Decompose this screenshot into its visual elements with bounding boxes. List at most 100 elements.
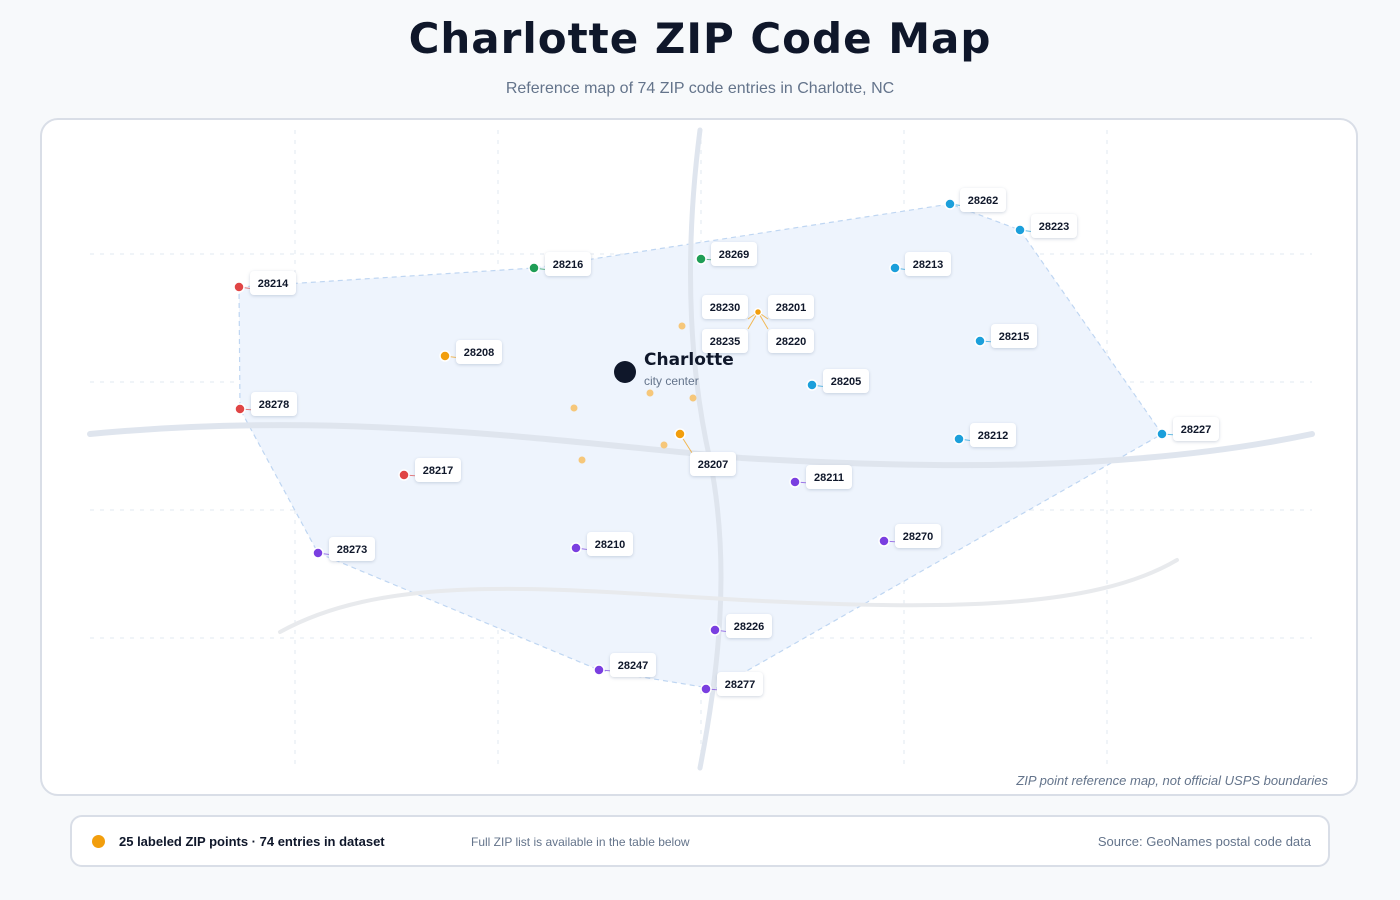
zip-label-box (1173, 417, 1219, 441)
zip-label-28277[interactable]: 28277 (717, 672, 763, 696)
zip-point-marker[interactable] (1014, 224, 1026, 236)
zip-label-28269[interactable]: 28269 (711, 242, 757, 266)
zip-label-28223[interactable]: 28223 (1031, 214, 1077, 238)
zip-label-box (545, 252, 591, 276)
zip-point-marker[interactable] (233, 281, 245, 293)
zip-label-text: 28262 (968, 195, 999, 207)
city-center-dot[interactable] (614, 361, 636, 383)
zip-point-marker[interactable] (753, 307, 763, 317)
city-center-marker[interactable]: Charlotte city center (614, 350, 734, 388)
zip-point-marker[interactable] (889, 262, 901, 274)
zip-label-text: 28216 (553, 259, 584, 271)
zip-point-marker[interactable] (695, 253, 707, 265)
road-south-loop (278, 558, 1179, 634)
zip-label-text: 28217 (423, 465, 454, 477)
zip-label-box (587, 532, 633, 556)
zip-point-marker[interactable] (593, 664, 605, 676)
zip-label-28201[interactable]: 28201 (768, 295, 814, 319)
zip-label-box (895, 524, 941, 548)
zip-label-text: 28212 (978, 430, 1009, 442)
legend-summary: 25 labeled ZIP points · 74 entries in da… (119, 834, 385, 849)
zip-label-text: 28213 (913, 259, 944, 271)
zip-labels: 28262 28223 28269 28216 28213 28214 28230 28201… (250, 188, 1219, 696)
zip-label-28210[interactable]: 28210 (587, 532, 633, 556)
zip-label-text: 28247 (618, 660, 649, 672)
minor-zip-point (570, 404, 578, 412)
zip-point-marker[interactable] (528, 262, 540, 274)
zip-point-marker[interactable] (439, 350, 451, 362)
zip-label-box (250, 271, 296, 295)
zip-label-text: 28277 (725, 679, 756, 691)
zip-point-marker[interactable] (1156, 428, 1168, 440)
zip-label-box (711, 242, 757, 266)
zip-label-28212[interactable]: 28212 (970, 423, 1016, 447)
zip-label-text: 28223 (1039, 221, 1070, 233)
zip-label-text: 28210 (595, 539, 626, 551)
zip-label-28220[interactable]: 28220 (768, 329, 814, 353)
zip-point-marker[interactable] (570, 542, 582, 554)
zip-point-marker[interactable] (789, 476, 801, 488)
minor-zip-point (660, 441, 668, 449)
zip-label-28213[interactable]: 28213 (905, 252, 951, 276)
zip-point-marker[interactable] (234, 403, 246, 415)
zip-label-text: 28270 (903, 531, 934, 543)
zip-label-28235[interactable]: 28235 (702, 329, 748, 353)
zip-label-28270[interactable]: 28270 (895, 524, 941, 548)
unlabeled-zip-points (570, 322, 697, 464)
zip-label-box (960, 188, 1006, 212)
zip-label-28278[interactable]: 28278 (251, 392, 297, 416)
zip-point-marker[interactable] (700, 683, 712, 695)
zip-label-28226[interactable]: 28226 (726, 614, 772, 638)
zip-label-text: 28215 (999, 331, 1030, 343)
zip-label-text: 28278 (259, 399, 290, 411)
zip-label-28217[interactable]: 28217 (415, 458, 461, 482)
zip-point-marker[interactable] (398, 469, 410, 481)
page-title: Charlotte ZIP Code Map (408, 14, 992, 63)
zip-label-28207[interactable]: 28207 (690, 452, 736, 476)
zip-point-marker[interactable] (709, 624, 721, 636)
zip-label-box (1031, 214, 1077, 238)
zip-points (233, 198, 1168, 695)
zip-label-box (768, 329, 814, 353)
minor-zip-point (678, 322, 686, 330)
zip-label-text: 28207 (698, 459, 729, 471)
zip-label-28247[interactable]: 28247 (610, 653, 656, 677)
zip-label-box (610, 653, 656, 677)
zip-label-text: 28208 (464, 347, 495, 359)
zip-label-box (717, 672, 763, 696)
zip-point-marker[interactable] (674, 428, 686, 440)
zip-label-box (726, 614, 772, 638)
zip-label-28205[interactable]: 28205 (823, 369, 869, 393)
zip-label-28211[interactable]: 28211 (806, 465, 852, 489)
zip-label-box (768, 295, 814, 319)
zip-label-text: 28269 (719, 249, 750, 261)
zip-point-marker[interactable] (974, 335, 986, 347)
zip-label-28262[interactable]: 28262 (960, 188, 1006, 212)
road-east-west (87, 422, 1315, 469)
zip-label-text: 28273 (337, 544, 368, 556)
zip-label-box (415, 458, 461, 482)
zip-label-text: 28227 (1181, 424, 1212, 436)
zip-label-28273[interactable]: 28273 (329, 537, 375, 561)
zip-label-box (251, 392, 297, 416)
map-canvas[interactable]: 28262 28223 28269 28216 28213 28214 28230 28201… (42, 120, 1358, 796)
zip-label-28216[interactable]: 28216 (545, 252, 591, 276)
minor-zip-point (689, 394, 697, 402)
zip-point-marker[interactable] (944, 198, 956, 210)
city-label: Charlotte (644, 350, 734, 370)
city-sublabel: city center (644, 374, 699, 388)
zip-label-28215[interactable]: 28215 (991, 324, 1037, 348)
zip-label-28208[interactable]: 28208 (456, 340, 502, 364)
zip-point-marker[interactable] (312, 547, 324, 559)
zip-label-box (456, 340, 502, 364)
zip-label-text: 28201 (776, 302, 807, 314)
zip-label-box (702, 329, 748, 353)
zip-point-marker[interactable] (806, 379, 818, 391)
zip-point-marker[interactable] (953, 433, 965, 445)
map-panel[interactable]: 28262 28223 28269 28216 28213 28214 28230 28201… (40, 118, 1358, 796)
legend-note: Full ZIP list is available in the table … (471, 835, 690, 849)
zip-label-28227[interactable]: 28227 (1173, 417, 1219, 441)
zip-label-28230[interactable]: 28230 (702, 295, 748, 319)
zip-label-28214[interactable]: 28214 (250, 271, 296, 295)
zip-point-marker[interactable] (878, 535, 890, 547)
